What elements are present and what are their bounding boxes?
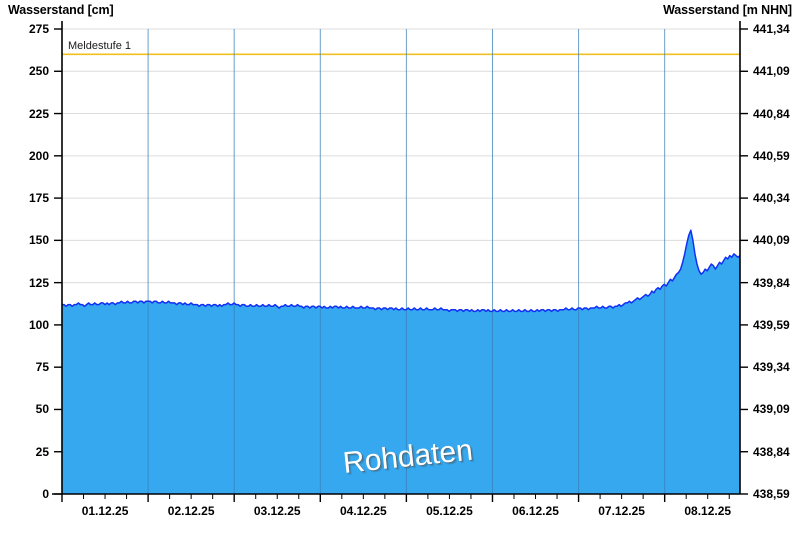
right-axis-tick-label: 441,09 bbox=[753, 64, 790, 79]
left-axis-tick-label: 25 bbox=[35, 444, 49, 459]
x-axis-tick-label: 02.12.25 bbox=[167, 504, 215, 518]
right-axis-tick-label: 439,09 bbox=[753, 402, 790, 417]
x-axis-tick-label: 01.12.25 bbox=[81, 504, 129, 518]
meldestufe-1-label: Meldestufe 1 bbox=[68, 40, 131, 53]
right-axis-tick-label: 440,84 bbox=[753, 106, 790, 121]
x-axis-tick-label: 07.12.25 bbox=[598, 504, 645, 518]
x-axis-tick-label: 03.12.25 bbox=[253, 504, 301, 518]
right-axis-title: Wasserstand [m NHN] bbox=[663, 3, 792, 17]
right-axis-tick-label: 440,34 bbox=[753, 191, 790, 206]
right-axis-tick-label: 439,84 bbox=[753, 275, 790, 290]
x-axis-tick-label: 04.12.25 bbox=[339, 504, 387, 518]
left-axis-tick-label: 200 bbox=[28, 148, 49, 163]
right-axis-tick-label: 439,34 bbox=[753, 360, 790, 375]
water-level-area-fill bbox=[62, 230, 740, 494]
left-axis-tick-label: 0 bbox=[42, 487, 49, 501]
left-axis-tick-label: 75 bbox=[35, 360, 49, 375]
left-axis-tick-label: 50 bbox=[35, 402, 49, 417]
left-axis-tick-label: 125 bbox=[28, 275, 49, 290]
left-axis-tick-label: 175 bbox=[28, 191, 49, 206]
right-axis-tick-label: 440,59 bbox=[753, 148, 790, 163]
x-axis-tick-label: 08.12.25 bbox=[684, 504, 732, 518]
left-axis-title: Wasserstand [cm] bbox=[8, 3, 114, 17]
right-axis-tick-label: 440,09 bbox=[753, 233, 790, 248]
left-axis-tick-label: 150 bbox=[28, 233, 49, 248]
left-axis-tick-label: 100 bbox=[28, 317, 49, 332]
right-axis-tick-label: 439,59 bbox=[753, 317, 790, 332]
right-axis-tick-label: 441,34 bbox=[753, 22, 790, 36]
x-axis-tick-label: 06.12.25 bbox=[512, 504, 559, 518]
x-axis-tick-label: 05.12.25 bbox=[426, 504, 473, 518]
water-level-line bbox=[62, 229, 741, 313]
left-axis-tick-label: 250 bbox=[28, 64, 49, 79]
left-axis-tick-label: 225 bbox=[28, 106, 49, 121]
left-axis-tick-label: 275 bbox=[28, 22, 49, 36]
right-axis-tick-label: 438,84 bbox=[753, 444, 790, 459]
right-axis-tick-label: 438,59 bbox=[753, 487, 790, 501]
